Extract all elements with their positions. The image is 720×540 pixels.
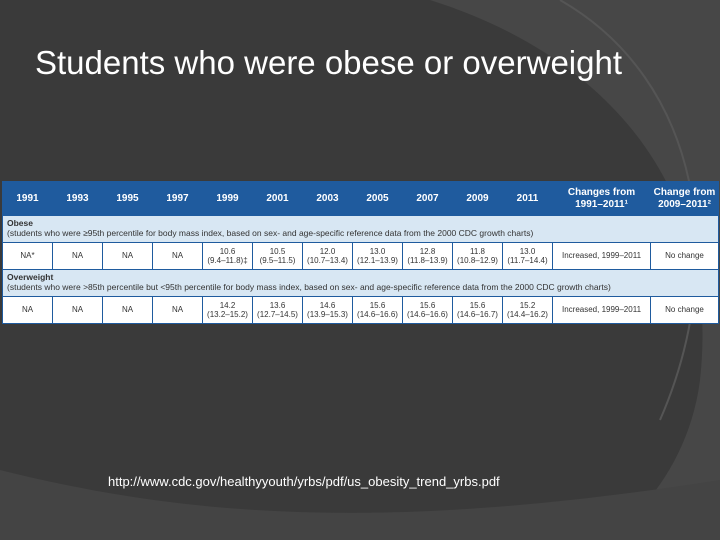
cell-value: NA — [71, 305, 84, 315]
data-cell: 12.0 (10.7–13.4) — [302, 242, 353, 270]
cell-ci: (13.9–15.3) — [307, 310, 348, 319]
header-cell: 2003 — [302, 181, 353, 216]
slide-title: Students who were obese or overweight — [35, 44, 623, 81]
cell-value: 10.6 — [219, 246, 236, 256]
header-cell: 1993 — [52, 181, 103, 216]
cell-ci: (9.4–11.8)‡ — [207, 256, 248, 265]
data-row: NA* NA NA NA 10.6 (9.4–11.8)‡ 10.5 (9.5–11.5) 12… — [2, 242, 719, 270]
header-cell: 1997 — [152, 181, 203, 216]
data-cell: 13.0 (12.1–13.9) — [352, 242, 403, 270]
data-cell: NA — [152, 242, 203, 270]
section-cell: Overweight (students who were >85th perce… — [2, 269, 719, 297]
cell-ci: (14.6–16.6) — [407, 310, 448, 319]
header-cell: 1991 — [2, 181, 53, 216]
header-cell: 2007 — [402, 181, 453, 216]
cell-value: NA* — [20, 251, 35, 261]
cell-value: 11.8 — [470, 246, 485, 256]
cell-value: 15.6 — [369, 300, 386, 310]
cell-value: 14.2 — [219, 300, 236, 310]
header-cell: Change from 2009–2011² — [650, 181, 719, 216]
data-cell: 10.5 (9.5–11.5) — [252, 242, 303, 270]
data-cell: Increased, 1999–2011 — [552, 242, 651, 270]
cell-value: NA — [171, 305, 184, 315]
data-cell: 15.6 (14.6–16.7) — [452, 296, 503, 324]
section-cell: Obese (students who were ≥95th percentile… — [2, 215, 719, 243]
data-cell: 10.6 (9.4–11.8)‡ — [202, 242, 253, 270]
data-cell: No change — [650, 296, 719, 324]
data-cell: 14.2 (13.2–15.2) — [202, 296, 253, 324]
source-url: http://www.cdc.gov/healthyyouth/yrbs/pdf… — [108, 474, 500, 489]
header-cell: 1995 — [102, 181, 153, 216]
data-cell: NA — [2, 296, 53, 324]
data-cell: NA — [102, 242, 153, 270]
cell-value: 15.6 — [469, 300, 486, 310]
cell-value: 15.2 — [519, 300, 536, 310]
cell-value: 13.0 — [369, 246, 386, 256]
section-label: Obese — [7, 218, 33, 229]
cell-value: 12.8 — [419, 246, 436, 256]
data-row: NA NA NA NA 14.2 (13.2–15.2) 13.6 (12.7–14.5) 14… — [2, 296, 719, 324]
cell-ci: (11.8–13.9) — [407, 256, 448, 265]
data-cell: NA — [52, 242, 103, 270]
cell-value: Increased, 1999–2011 — [561, 251, 642, 261]
header-cell: 2011 — [502, 181, 553, 216]
cell-ci: (14.6–16.6) — [357, 310, 398, 319]
data-cell: 13.0 (11.7–14.4) — [502, 242, 553, 270]
cell-value: No change — [665, 305, 704, 315]
header-cell: 2005 — [352, 181, 403, 216]
data-cell: Increased, 1999–2011 — [552, 296, 651, 324]
data-cell: NA — [52, 296, 103, 324]
header-row: 1991 1993 1995 1997 1999 2001 2003 2005 2007 2009… — [2, 181, 719, 216]
cell-value: Increased, 1999–2011 — [561, 305, 642, 315]
data-cell: 11.8 (10.8–12.9) — [452, 242, 503, 270]
cell-ci: (9.5–11.5) — [259, 256, 296, 265]
data-cell: 12.8 (11.8–13.9) — [402, 242, 453, 270]
cell-value: NA — [121, 251, 134, 261]
header-cell: 1999 — [202, 181, 253, 216]
section-description: (students who were >85th percentile but … — [7, 282, 611, 292]
cell-ci: (10.8–12.9) — [457, 256, 498, 265]
data-cell: 15.6 (14.6–16.6) — [352, 296, 403, 324]
cell-ci: (13.2–15.2) — [207, 310, 248, 319]
cell-ci: (14.4–16.2) — [507, 310, 548, 319]
cell-value: 12.0 — [319, 246, 336, 256]
cell-value: NA — [171, 251, 184, 261]
header-cell: 2009 — [452, 181, 503, 216]
cell-value: NA — [71, 251, 84, 261]
header-cell: 2001 — [252, 181, 303, 216]
header-cell: Changes from 1991–2011¹ — [552, 181, 651, 216]
cell-value: No change — [665, 251, 704, 261]
cell-value: NA — [21, 305, 34, 315]
cell-value: 14.6 — [319, 300, 336, 310]
cell-value: 15.6 — [419, 300, 436, 310]
data-cell: NA — [152, 296, 203, 324]
cell-value: 10.5 — [269, 246, 286, 256]
cell-value: NA — [121, 305, 134, 315]
data-table: 1991 1993 1995 1997 1999 2001 2003 2005 2007 2009… — [2, 181, 719, 324]
section-label: Overweight — [7, 272, 54, 283]
data-cell: NA* — [2, 242, 53, 270]
cell-ci: (10.7–13.4) — [307, 256, 348, 265]
section-row: Overweight (students who were >85th perce… — [2, 269, 719, 297]
data-cell: 15.6 (14.6–16.6) — [402, 296, 453, 324]
cell-ci: (14.6–16.7) — [457, 310, 498, 319]
data-cell: No change — [650, 242, 719, 270]
section-row: Obese (students who were ≥95th percentile… — [2, 215, 719, 243]
data-cell: 15.2 (14.4–16.2) — [502, 296, 553, 324]
cell-ci: (11.7–14.4) — [507, 256, 548, 265]
cell-ci: (12.1–13.9) — [357, 256, 398, 265]
cell-value: 13.6 — [269, 300, 286, 310]
data-cell: 14.6 (13.9–15.3) — [302, 296, 353, 324]
cell-ci: (12.7–14.5) — [257, 310, 298, 319]
data-cell: NA — [102, 296, 153, 324]
data-cell: 13.6 (12.7–14.5) — [252, 296, 303, 324]
section-description: (students who were ≥95th percentile for … — [7, 228, 534, 238]
cell-value: 13.0 — [519, 246, 536, 256]
